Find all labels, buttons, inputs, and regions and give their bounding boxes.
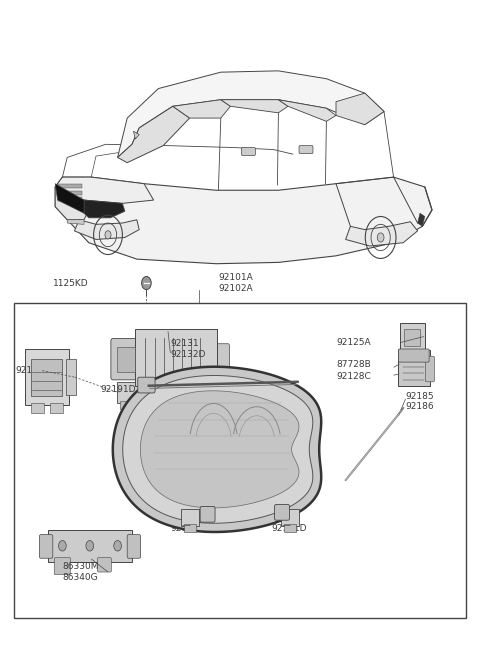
- Polygon shape: [221, 100, 288, 113]
- Polygon shape: [118, 71, 384, 157]
- Circle shape: [114, 541, 121, 551]
- Bar: [14, 303, 466, 618]
- Polygon shape: [55, 187, 89, 220]
- FancyBboxPatch shape: [145, 381, 158, 398]
- FancyBboxPatch shape: [54, 558, 71, 575]
- Polygon shape: [84, 200, 125, 218]
- Polygon shape: [278, 100, 336, 121]
- FancyBboxPatch shape: [111, 338, 141, 380]
- Text: 92191D: 92191D: [101, 385, 136, 394]
- Circle shape: [59, 541, 66, 551]
- Polygon shape: [113, 367, 321, 532]
- FancyBboxPatch shape: [200, 506, 215, 522]
- Polygon shape: [173, 100, 230, 118]
- FancyBboxPatch shape: [404, 329, 420, 346]
- FancyBboxPatch shape: [39, 535, 53, 558]
- FancyBboxPatch shape: [398, 349, 429, 362]
- FancyBboxPatch shape: [25, 349, 69, 405]
- FancyBboxPatch shape: [398, 350, 430, 386]
- FancyBboxPatch shape: [50, 403, 63, 413]
- Polygon shape: [55, 177, 432, 264]
- Text: 92191D: 92191D: [271, 523, 307, 533]
- FancyBboxPatch shape: [58, 184, 82, 188]
- Polygon shape: [141, 391, 299, 508]
- Text: 87728B: 87728B: [336, 359, 371, 369]
- Text: 92191D: 92191D: [170, 523, 206, 533]
- FancyBboxPatch shape: [97, 558, 111, 572]
- Text: 92128C: 92128C: [336, 372, 371, 381]
- Polygon shape: [418, 213, 425, 226]
- FancyBboxPatch shape: [31, 403, 44, 413]
- Polygon shape: [55, 177, 154, 203]
- FancyBboxPatch shape: [241, 148, 255, 155]
- FancyBboxPatch shape: [284, 524, 296, 532]
- FancyBboxPatch shape: [215, 344, 229, 373]
- Polygon shape: [67, 220, 84, 224]
- Text: 92125A: 92125A: [336, 338, 371, 347]
- Polygon shape: [336, 93, 384, 125]
- Text: 92185
92186: 92185 92186: [406, 392, 434, 411]
- FancyBboxPatch shape: [281, 509, 299, 526]
- FancyBboxPatch shape: [181, 509, 199, 526]
- Circle shape: [86, 541, 94, 551]
- Text: 1125KD: 1125KD: [53, 279, 89, 287]
- Circle shape: [142, 277, 151, 290]
- FancyBboxPatch shape: [169, 381, 182, 398]
- FancyBboxPatch shape: [58, 191, 82, 195]
- Text: 92190G: 92190G: [16, 366, 51, 375]
- FancyBboxPatch shape: [31, 359, 62, 396]
- Polygon shape: [118, 106, 190, 163]
- Text: 92101A
92102A: 92101A 92102A: [218, 274, 253, 293]
- Text: 86330M
86340G: 86330M 86340G: [62, 562, 99, 582]
- FancyBboxPatch shape: [184, 524, 196, 532]
- FancyBboxPatch shape: [117, 347, 135, 372]
- Polygon shape: [346, 222, 418, 246]
- FancyBboxPatch shape: [135, 329, 217, 386]
- Circle shape: [377, 233, 384, 242]
- Polygon shape: [123, 375, 313, 523]
- Circle shape: [105, 231, 111, 239]
- FancyBboxPatch shape: [425, 356, 434, 382]
- FancyBboxPatch shape: [400, 323, 425, 350]
- FancyBboxPatch shape: [66, 359, 76, 395]
- FancyBboxPatch shape: [128, 401, 134, 409]
- FancyBboxPatch shape: [117, 382, 138, 403]
- FancyBboxPatch shape: [58, 197, 82, 201]
- Text: 92131
92132D: 92131 92132D: [170, 339, 206, 359]
- FancyBboxPatch shape: [127, 535, 141, 558]
- FancyBboxPatch shape: [299, 146, 313, 154]
- Polygon shape: [55, 184, 84, 213]
- Polygon shape: [133, 131, 139, 139]
- FancyBboxPatch shape: [193, 381, 206, 398]
- FancyBboxPatch shape: [48, 530, 132, 562]
- FancyBboxPatch shape: [120, 401, 127, 409]
- FancyBboxPatch shape: [138, 377, 155, 393]
- FancyBboxPatch shape: [275, 504, 289, 520]
- Polygon shape: [74, 220, 139, 239]
